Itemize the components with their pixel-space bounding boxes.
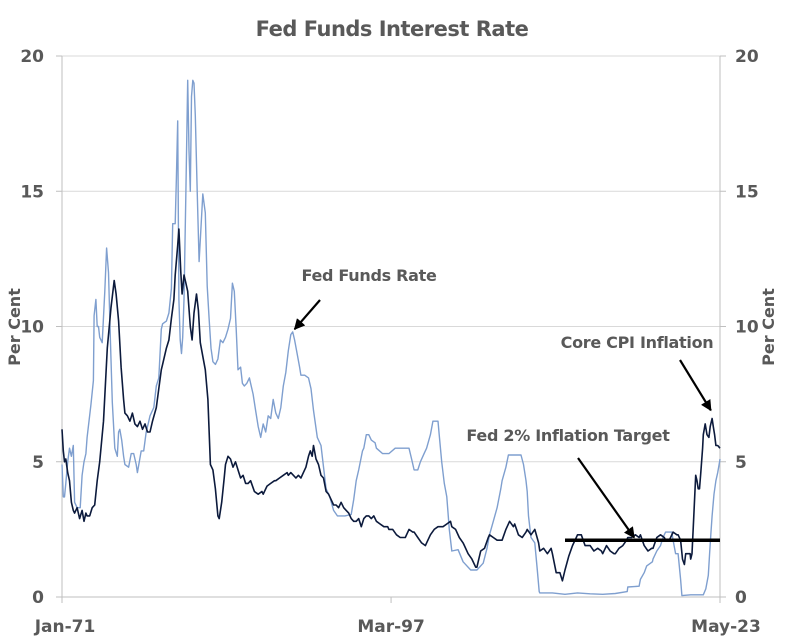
y-axis-left-label: Per Cent [5, 288, 24, 366]
y-tick-label-left: 0 [32, 588, 44, 608]
y-tick-label-left: 10 [20, 318, 44, 338]
annotation-label: Core CPI Inflation [561, 333, 714, 352]
y-tick-label-right: 0 [735, 588, 747, 608]
y-tick-label-left: 5 [32, 453, 44, 473]
annotation-arrow [577, 457, 636, 539]
annotation-label: Fed 2% Inflation Target [466, 426, 670, 445]
y-tick-label-right: 10 [735, 318, 759, 338]
x-tick-label: Jan-71 [34, 617, 96, 637]
y-tick-label-left: 20 [20, 47, 44, 67]
y-tick-label-left: 15 [20, 182, 44, 202]
y-axis-right-ticks: 0 5 10 15 20 [735, 47, 759, 608]
annotation-arrow [679, 359, 712, 412]
series-line-fed-funds-rate [61, 79, 721, 597]
annotation-label: Fed Funds Rate [301, 266, 436, 285]
y-tick-label-right: 5 [735, 453, 747, 473]
y-axis-left-ticks: 0 5 10 15 20 [20, 47, 44, 608]
x-tick-label: May-23 [691, 617, 761, 637]
x-tick-label: Mar-97 [357, 617, 425, 637]
gridlines [62, 55, 720, 463]
annotation-arrow [293, 299, 321, 331]
annotations: Fed Funds Rate Fed 2% Inflation Target Cor… [293, 266, 714, 539]
x-axis-ticks: Jan-71 Mar-97 May-23 [34, 617, 761, 637]
chart-title: Fed Funds Interest Rate [256, 17, 529, 41]
y-axis-right-label: Per Cent [759, 288, 778, 366]
y-tick-label-right: 20 [735, 47, 759, 67]
axes [56, 55, 726, 603]
y-tick-label-right: 15 [735, 182, 759, 202]
